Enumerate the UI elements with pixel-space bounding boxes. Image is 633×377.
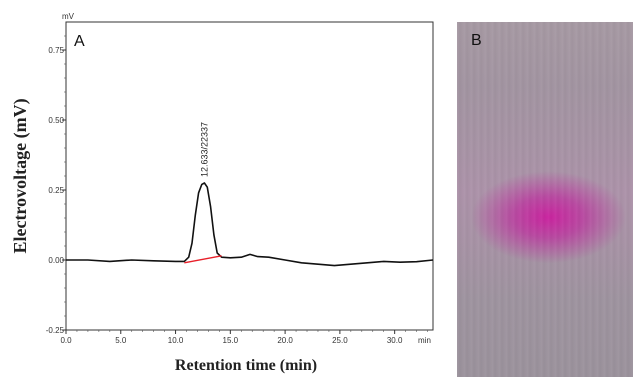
x-axis-title: Retention time (min) [175,357,317,374]
y-unit-label: mV [62,12,75,21]
plot-frame [65,21,434,331]
y-tick-label: 0.00 [48,256,64,265]
x-tick-label: 15.0 [223,336,239,345]
peak-annotation-label: 12.633/22337 [199,122,209,177]
axis-ticks: 0.0 5.0 10.0 15.0 20.0 25.0 30.0 -0.25 0.00 0.25 0… [46,35,428,345]
x-tick-label: 20.0 [277,336,293,345]
panel-a-label: A [74,33,85,50]
x-tick-label: 30.0 [387,336,403,345]
x-tick-label: 10.0 [168,336,184,345]
series-layer [66,182,434,267]
y-tick-label: -0.25 [46,326,65,335]
x-unit-label: min [418,336,431,345]
y-tick-label: 0.75 [48,46,64,55]
panel-b-label: B [471,32,482,49]
chromatogram-trace [66,182,434,267]
panel-b-gel-image: B [457,22,633,377]
x-tick-label: 0.0 [60,336,72,345]
x-tick-label: 5.0 [115,336,127,345]
baseline-integration-line [184,255,222,264]
y-tick-label: 0.50 [48,116,64,125]
x-tick-label: 25.0 [332,336,348,345]
y-tick-label: 0.25 [48,186,64,195]
y-axis-title: Electrovoltage (mV) [10,98,31,253]
